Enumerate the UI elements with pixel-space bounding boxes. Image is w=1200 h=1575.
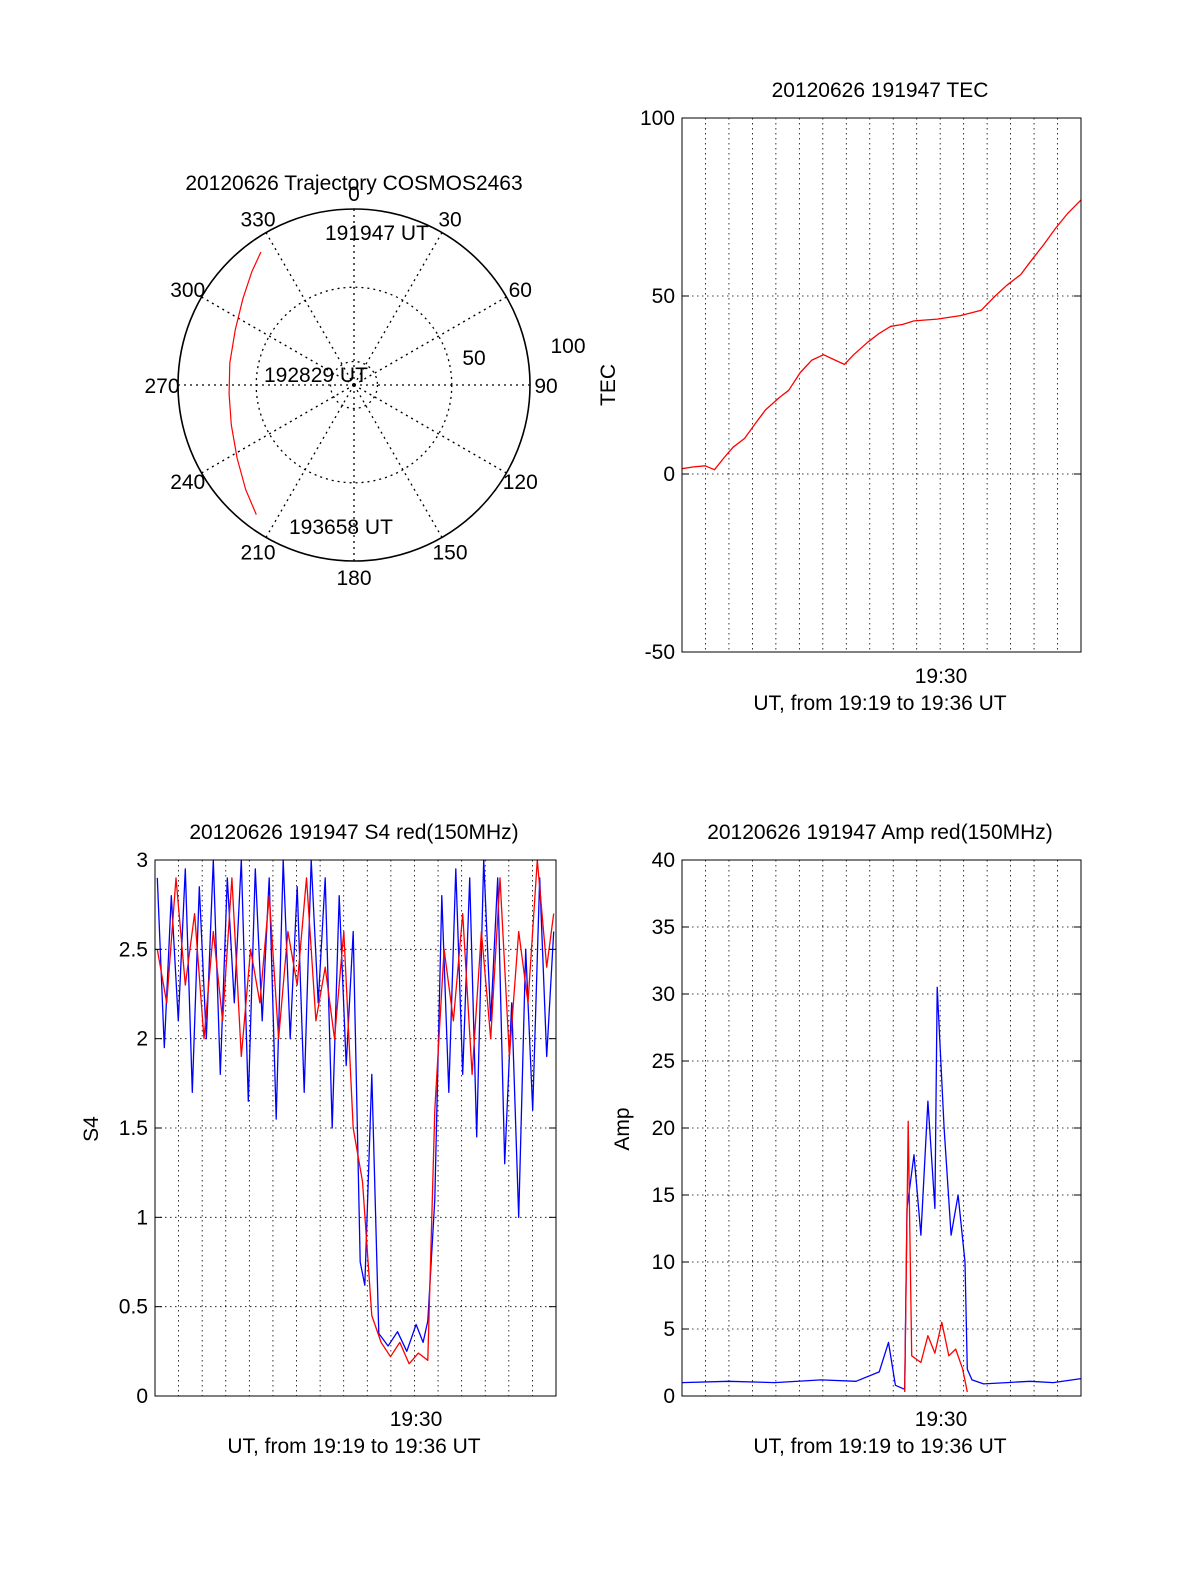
tec-yticks: -50 0 50 100	[640, 107, 1081, 664]
amp-ytick-label: 30	[652, 983, 675, 1006]
tec-series	[681, 199, 1082, 471]
amp-series-blue	[681, 986, 1082, 1390]
polar-angle-tick-150: 150	[432, 541, 467, 564]
s4-ytick-label: 1	[136, 1206, 148, 1229]
polar-title: 20120626 Trajectory COSMOS2463	[185, 172, 522, 195]
amp-ytick-label: 0	[663, 1385, 675, 1408]
polar-angle-tick-210: 210	[240, 541, 275, 564]
s4-xtick-1930: 19:30	[390, 1408, 443, 1431]
polar-track-line	[228, 251, 262, 515]
amp-yticks: 0 5 10 15 20 25 30 35 40	[652, 849, 1081, 1408]
tec-ylabel: TEC	[597, 364, 620, 406]
s4-ytick-label: 0.5	[119, 1296, 148, 1319]
amp-ytick-label: 25	[652, 1050, 675, 1073]
tec-xtick-1930: 19:30	[915, 665, 968, 688]
polar-angle-tick-0: 0	[348, 183, 360, 206]
polar-radial-tick-100: 100	[550, 335, 585, 358]
polar-track-layer	[228, 251, 262, 515]
s4-ytick-label: 1.5	[119, 1117, 148, 1140]
s4-series	[156, 859, 555, 1365]
tec-ytick-label: 0	[663, 463, 675, 486]
amp-ytick-label: 5	[663, 1318, 675, 1341]
amp-xtick-1930: 19:30	[915, 1408, 968, 1431]
tec-ytick-label: 50	[652, 285, 675, 308]
polar-spoke	[353, 384, 443, 538]
tec-plot-frame	[681, 117, 1082, 653]
polar-angle-tick-330: 330	[240, 209, 275, 232]
amp-ytick-label: 40	[652, 849, 675, 872]
s4-ytick-label: 2	[136, 1028, 148, 1051]
s4-ytick-label: 3	[136, 849, 148, 872]
amp-xlabel: UT, from 19:19 to 19:36 UT	[753, 1435, 1006, 1458]
polar-spoke	[353, 384, 507, 474]
amp-title: 20120626 191947 Amp red(150MHz)	[707, 821, 1053, 844]
polar-angle-tick-270: 270	[144, 375, 179, 398]
s4-panel: 20120626 191947 S4 red(150MHz) 0 0.5 1 1.5 2…	[80, 821, 557, 1458]
s4-yticks: 0 0.5 1 1.5 2 2.5 3	[119, 849, 556, 1408]
amp-grid	[682, 860, 1081, 1396]
polar-angle-tick-180: 180	[336, 567, 371, 590]
track-label-end: 193658 UT	[289, 516, 393, 539]
tec-ytick-label: -50	[645, 641, 675, 664]
polar-angle-tick-30: 30	[438, 209, 461, 232]
tec-xlabel: UT, from 19:19 to 19:36 UT	[753, 692, 1006, 715]
tec-series-line-0	[681, 199, 1082, 471]
tec-title: 20120626 191947 TEC	[772, 79, 989, 102]
s4-ylabel: S4	[80, 1116, 103, 1142]
polar-grid	[178, 209, 530, 561]
amp-ytick-label: 15	[652, 1184, 675, 1207]
polar-spoke	[265, 384, 355, 538]
polar-spoke	[265, 232, 355, 386]
track-label-start: 191947 UT	[325, 222, 429, 245]
polar-angle-tick-300: 300	[170, 279, 205, 302]
polar-radial-tick-50: 50	[462, 347, 485, 370]
polar-angle-tick-240: 240	[170, 471, 205, 494]
s4-series-red	[156, 859, 555, 1365]
s4-series-blue	[156, 859, 555, 1352]
polar-horizon-ring	[177, 208, 531, 562]
amp-ytick-label: 10	[652, 1251, 675, 1274]
amp-series	[681, 986, 1082, 1393]
polar-panel: 20120626 Trajectory COSMOS2463 0 30 60 90 12…	[144, 172, 585, 590]
s4-ytick-label: 2.5	[119, 938, 148, 961]
s4-ytick-label: 0	[136, 1385, 148, 1408]
polar-angle-labels: 0 30 60 90 120 150 180 210 240 270 300 330	[144, 183, 557, 590]
polar-angle-tick-120: 120	[503, 471, 538, 494]
polar-angle-tick-60: 60	[509, 279, 532, 302]
polar-spoke	[201, 384, 355, 474]
polar-spoke	[353, 232, 443, 386]
amp-ytick-label: 20	[652, 1117, 675, 1140]
polar-spoke	[353, 296, 507, 386]
amp-plot-frame	[681, 859, 1082, 1397]
amp-panel: 20120626 191947 Amp red(150MHz) 0 5 10 15 20…	[611, 821, 1082, 1458]
amp-ytick-label: 35	[652, 916, 675, 939]
tec-grid	[682, 118, 1081, 652]
track-label-mid: 192829 UT	[264, 364, 368, 387]
amp-ylabel: Amp	[611, 1107, 634, 1150]
polar-angle-tick-90: 90	[534, 375, 557, 398]
amp-series-red	[904, 1120, 968, 1393]
tec-ytick-label: 100	[640, 107, 675, 130]
polar-ring-inner	[329, 360, 379, 410]
s4-title: 20120626 191947 S4 red(150MHz)	[189, 821, 518, 844]
s4-xlabel: UT, from 19:19 to 19:36 UT	[227, 1435, 480, 1458]
